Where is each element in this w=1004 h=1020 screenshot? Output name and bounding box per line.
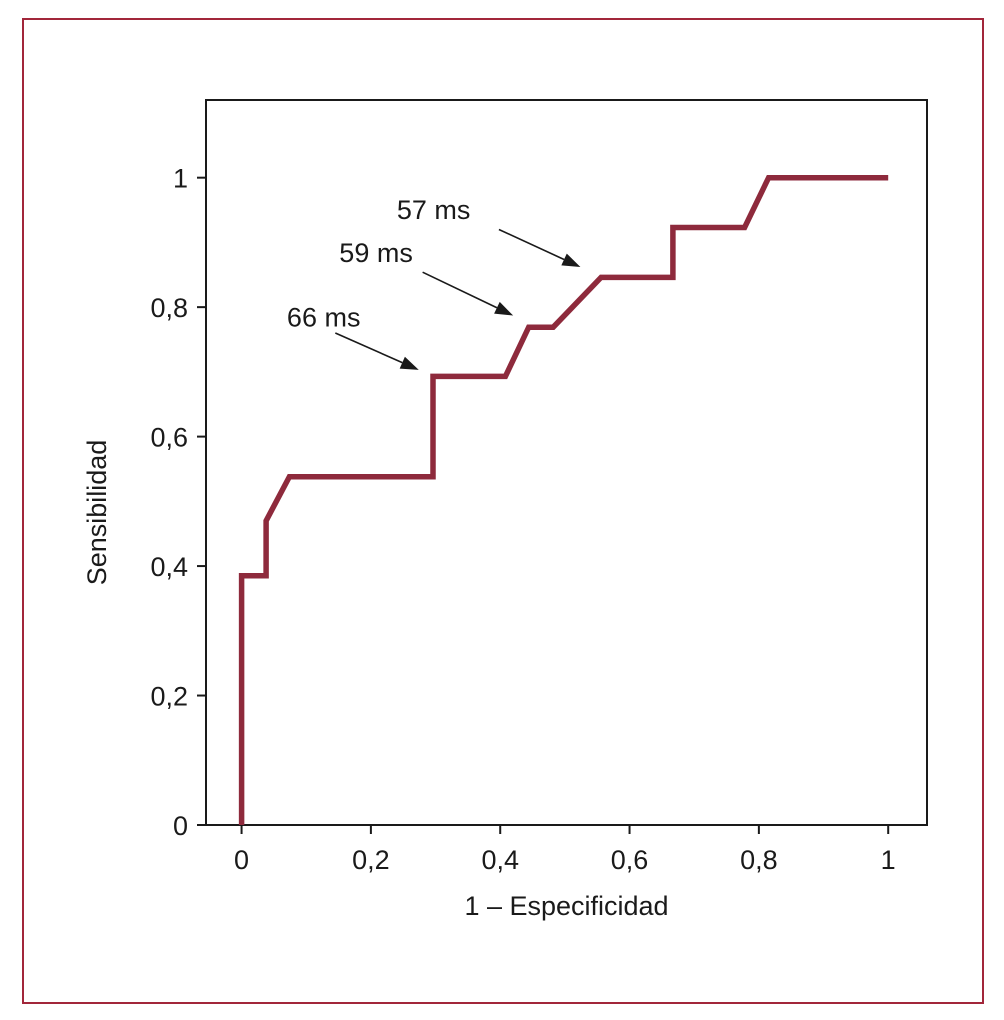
x-tick-label: 0,6 xyxy=(611,845,649,875)
roc-chart: 0 0,2 0,4 0,6 0,8 1 0 0,2 0,4 0,6 0,8 1 66 ms 59 ms… xyxy=(82,99,928,921)
y-tick-label: 0,8 xyxy=(150,293,188,323)
x-axis: 0 0,2 0,4 0,6 0,8 1 xyxy=(234,825,896,875)
y-tick-label: 0 xyxy=(173,811,188,841)
x-axis-title: 1 – Especificidad xyxy=(464,891,668,921)
annotation-arrow xyxy=(335,332,403,364)
annotation-label: 57 ms xyxy=(397,195,471,225)
annotation-label: 59 ms xyxy=(339,238,413,268)
x-tick-label: 0,2 xyxy=(352,845,390,875)
y-axis: 0 0,2 0,4 0,6 0,8 1 xyxy=(150,164,206,841)
figure-frame: 0 0,2 0,4 0,6 0,8 1 0 0,2 0,4 0,6 0,8 1 66 ms 59 ms… xyxy=(22,18,984,1004)
x-tick-label: 1 xyxy=(881,845,896,875)
annotation-label: 66 ms xyxy=(287,303,361,333)
annotation-arrowhead xyxy=(494,301,514,316)
annotation-arrow xyxy=(498,228,565,261)
plot-area xyxy=(205,99,928,826)
y-tick-label: 0,2 xyxy=(150,682,188,712)
x-tick-label: 0,4 xyxy=(481,845,519,875)
series-layer xyxy=(238,174,889,825)
y-tick-label: 0,4 xyxy=(150,552,188,582)
annotation-arrowhead xyxy=(561,253,581,268)
roc-curve xyxy=(238,174,889,825)
annotation-arrow xyxy=(422,271,498,309)
y-axis-title: Sensibilidad xyxy=(82,440,112,586)
x-tick-label: 0 xyxy=(234,845,249,875)
x-tick-label: 0,8 xyxy=(740,845,778,875)
annotation-arrowhead xyxy=(399,356,419,370)
y-tick-label: 1 xyxy=(173,164,188,194)
annotations: 66 ms 59 ms 57 ms xyxy=(287,195,581,370)
y-tick-label: 0,6 xyxy=(150,423,188,453)
